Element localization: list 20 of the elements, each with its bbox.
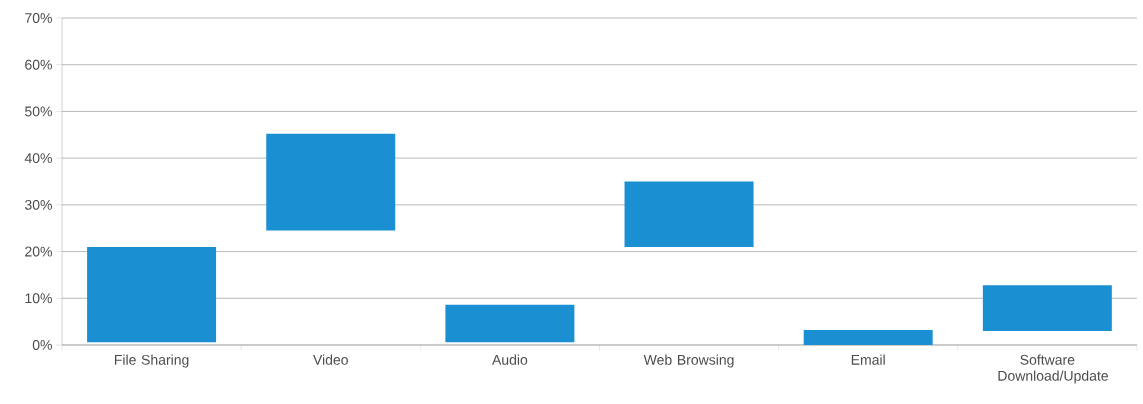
bar xyxy=(266,133,396,231)
y-tick-label: 40% xyxy=(24,153,52,164)
bar xyxy=(803,330,933,345)
y-tick-label: 60% xyxy=(25,59,52,70)
x-tick-label: Audio xyxy=(492,354,528,365)
y-tick-label: 50% xyxy=(25,106,52,117)
x-tick-label: Video xyxy=(313,354,348,365)
x-tick-label: Web Browsing xyxy=(643,354,734,368)
x-tick-label: Email xyxy=(851,354,885,365)
bar xyxy=(624,181,754,247)
bar xyxy=(445,304,575,343)
x-tick-label: File Sharing xyxy=(115,354,189,368)
bar xyxy=(982,285,1112,331)
y-tick-label: 20% xyxy=(25,246,52,257)
y-tick-label: 10% xyxy=(25,293,52,304)
y-tick-label: 30% xyxy=(25,199,52,210)
x-tick-label: Software Download/Update xyxy=(998,354,1108,384)
y-tick-label: 0% xyxy=(32,340,52,350)
bar xyxy=(87,246,217,343)
y-tick-label: 70% xyxy=(25,13,52,23)
